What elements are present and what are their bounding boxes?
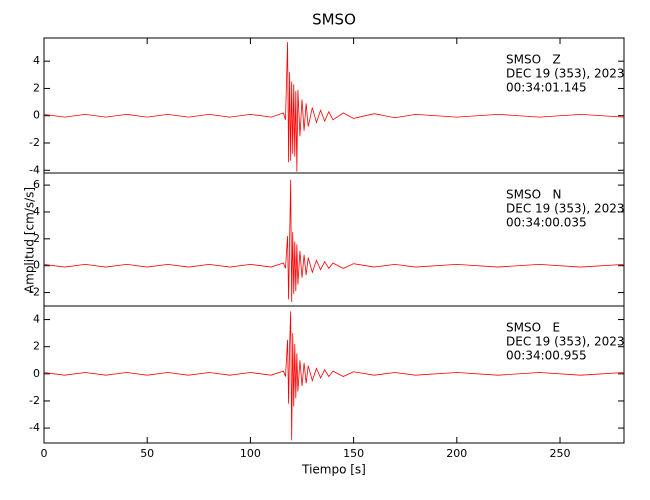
x-tick-label: 150 xyxy=(343,447,364,460)
chart-title: SMSO xyxy=(312,11,356,29)
trace-annotation: 00:34:00.035 xyxy=(506,216,587,230)
y-axis-label: Amplitud [cm/s/s] xyxy=(23,187,37,293)
y-tick-label: 0 xyxy=(33,109,40,122)
y-tick-label: 0 xyxy=(33,259,40,272)
panel-frame xyxy=(43,305,625,444)
x-tick-label: 200 xyxy=(446,447,467,460)
y-tick-label: -2 xyxy=(29,286,40,299)
trace-annotation: DEC 19 (353), 2023 xyxy=(506,335,625,349)
trace-annotation: SMSO N xyxy=(506,188,561,202)
y-tick-label: 0 xyxy=(33,367,40,380)
y-tick-label: 4 xyxy=(33,313,40,326)
y-tick-label: -4 xyxy=(29,421,40,434)
waveform xyxy=(43,179,625,302)
x-axis-label: Tiempo [s] xyxy=(301,463,366,477)
waveform xyxy=(43,42,625,172)
trace-annotation: SMSO Z xyxy=(506,53,561,67)
y-tick-label: 2 xyxy=(33,232,40,245)
y-tick-label: 2 xyxy=(33,81,40,94)
x-tick-label: 50 xyxy=(140,447,154,460)
x-tick-label: 0 xyxy=(41,447,48,460)
trace-annotation: SMSO E xyxy=(506,321,560,335)
y-tick-label: 4 xyxy=(33,205,40,218)
trace-annotation: 00:34:01.145 xyxy=(506,81,587,95)
trace-annotation: DEC 19 (353), 2023 xyxy=(506,202,625,216)
y-tick-label: -4 xyxy=(29,163,40,176)
y-tick-label: -2 xyxy=(29,136,40,149)
y-tick-label: 4 xyxy=(33,54,40,67)
y-tick-label: 6 xyxy=(33,178,40,191)
x-tick-label: 100 xyxy=(240,447,261,460)
y-tick-label: 2 xyxy=(33,340,40,353)
x-tick-label: 250 xyxy=(550,447,571,460)
trace-annotation: 00:34:00.955 xyxy=(506,349,587,363)
waveform xyxy=(43,311,625,441)
y-tick-label: -2 xyxy=(29,394,40,407)
trace-annotation: DEC 19 (353), 2023 xyxy=(506,67,625,81)
